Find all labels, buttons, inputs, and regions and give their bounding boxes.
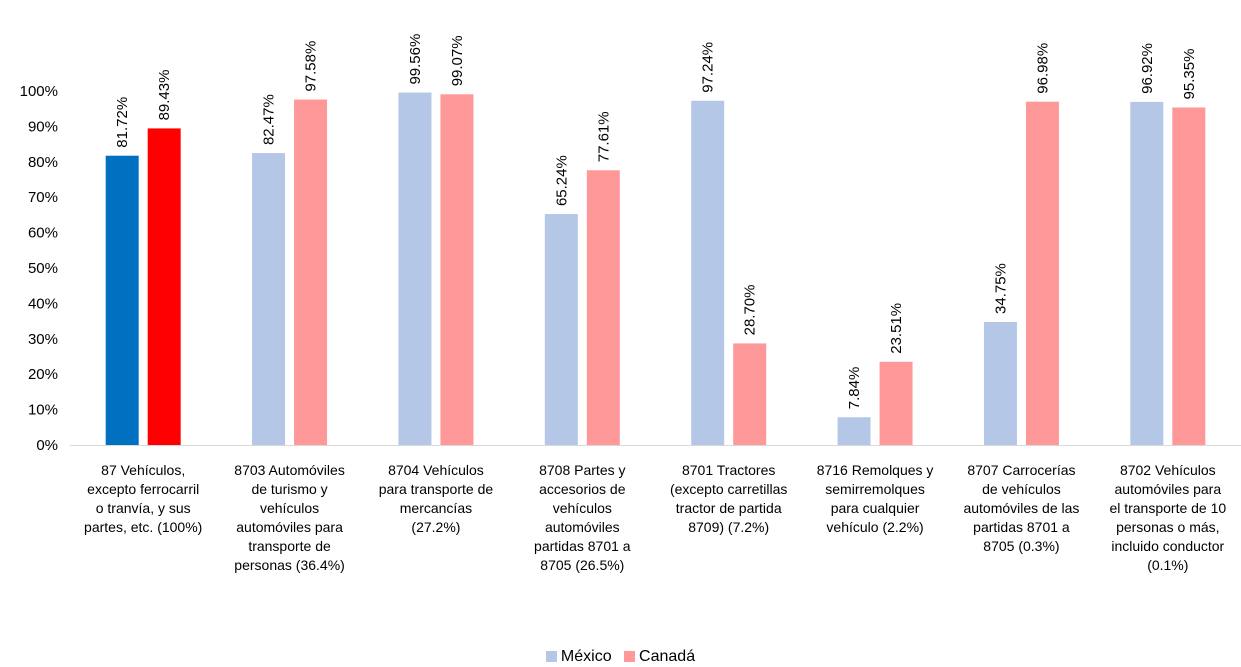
data-label: 77.61% xyxy=(595,111,612,162)
bar-mexico xyxy=(105,155,139,446)
data-label: 97.24% xyxy=(700,42,717,93)
bar-mexico xyxy=(1130,101,1164,445)
bar-canada xyxy=(440,94,474,445)
bar-mexico xyxy=(398,92,432,445)
bar-canada xyxy=(879,361,913,445)
y-tick-label: 90% xyxy=(28,118,58,135)
x-category-label: 8716 Remolques y semirremolques para cualq… xyxy=(817,462,934,535)
x-category-label: 8703 Automóviles de turismo y vehículos aut… xyxy=(234,462,345,573)
x-category-label: 8701 Tractores (excepto carretillas tracto… xyxy=(670,462,788,535)
data-label: 99.56% xyxy=(407,34,424,85)
data-labels: 81.72% 89.43% 82.47% 97.58% 99.56% 99.07% 65.2… xyxy=(114,34,1198,410)
bar-canada xyxy=(1025,101,1059,446)
y-tick-label: 20% xyxy=(28,366,58,383)
y-tick-label: 60% xyxy=(28,225,58,242)
x-category-label: 8704 Vehículos para transporte de mercancí… xyxy=(379,462,494,535)
bar-canada xyxy=(586,170,620,445)
data-label: 23.51% xyxy=(888,303,905,354)
data-label: 89.43% xyxy=(156,70,173,121)
y-tick-label: 40% xyxy=(28,295,58,312)
legend-item-canada: Canadá xyxy=(624,648,695,666)
data-label: 95.35% xyxy=(1181,49,1198,100)
legend: México Canadá xyxy=(0,648,1241,666)
bar-canada xyxy=(147,128,181,446)
legend-swatch-mexico xyxy=(545,651,557,662)
bar-mexico xyxy=(691,100,725,446)
data-label: 82.47% xyxy=(261,94,278,145)
bar-mexico xyxy=(837,417,871,445)
legend-label-mexico: México xyxy=(560,648,612,665)
bar-canada xyxy=(733,343,767,445)
legend-label-canada: Canadá xyxy=(639,648,696,665)
x-category-label: 8708 Partes y accesorios de vehículos autom… xyxy=(534,462,631,573)
data-label: 7.84% xyxy=(846,367,863,410)
data-label: 28.70% xyxy=(742,285,759,336)
legend-item-mexico: México xyxy=(545,648,612,666)
x-axis: 87 Vehículos, excepto ferrocarril o tranví… xyxy=(70,445,1241,573)
y-tick-label: 0% xyxy=(36,437,58,454)
y-axis: 0% 10% 20% 30% 40% 50% 60% 70% 80% 90% 100% xyxy=(20,83,58,454)
legend-swatch-canada xyxy=(624,651,636,662)
bars xyxy=(105,92,1206,446)
y-tick-label: 80% xyxy=(28,154,58,171)
bar-mexico xyxy=(252,153,286,445)
data-label: 96.98% xyxy=(1034,43,1051,94)
bar-mexico xyxy=(983,321,1017,445)
y-tick-label: 50% xyxy=(28,260,58,277)
bar-canada xyxy=(1172,107,1206,445)
y-tick-label: 100% xyxy=(20,83,58,100)
bar-mexico xyxy=(544,214,578,445)
x-category-label: 8702 Vehículos automóviles para el transpo… xyxy=(1109,462,1226,573)
data-label: 65.24% xyxy=(553,155,570,206)
y-tick-label: 30% xyxy=(28,331,58,348)
bar-canada xyxy=(294,99,328,445)
data-label: 97.58% xyxy=(303,41,320,92)
x-category-label: 8707 Carrocerías de vehículos automóviles … xyxy=(963,462,1079,554)
y-tick-label: 70% xyxy=(28,189,58,206)
y-tick-label: 10% xyxy=(28,402,58,419)
data-label: 34.75% xyxy=(992,263,1009,314)
x-category-label: 87 Vehículos, excepto ferrocarril o tranví… xyxy=(84,462,202,535)
data-label: 81.72% xyxy=(114,97,131,148)
data-label: 96.92% xyxy=(1139,43,1156,94)
data-label: 99.07% xyxy=(449,35,466,86)
